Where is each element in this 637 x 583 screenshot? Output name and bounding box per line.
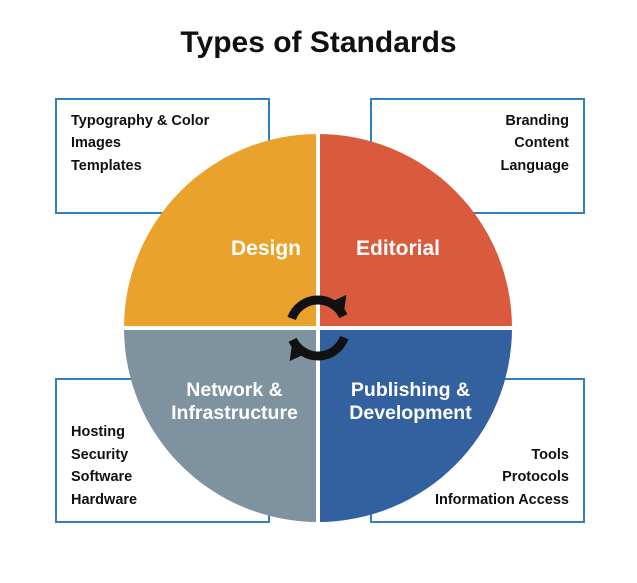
cycle-arrows-icon	[0, 0, 637, 583]
cycle-arrows-svg	[0, 0, 637, 583]
diagram-canvas: Types of Standards Typography & Color Im…	[0, 0, 637, 583]
